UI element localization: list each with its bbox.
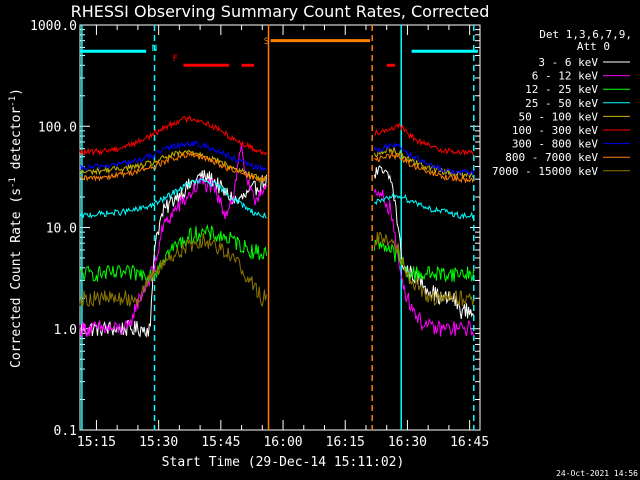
data-series [79,114,475,339]
series-line-800-7000-keV [79,150,475,184]
legend-label: 6 - 12 keV [532,70,599,83]
x-tick-label: 15:30 [139,435,178,450]
state-annotation: S [264,37,269,47]
legend-header-line: Att 0 [577,40,610,53]
series-line-25-50-keV [79,177,475,220]
y-axis-ticks: 0.1 1.0 10.0 100.0 1000.0 [30,19,480,439]
y-tick-label: 0.1 [54,424,77,439]
state-annotation: N [152,44,157,54]
legend-label: 25 - 50 keV [525,97,598,110]
plot-frame [79,24,481,431]
y-axis-label-end: ) [9,88,24,96]
y-axis-label-sup2: -1 [8,96,18,107]
series-line-7000-15000-keV [79,232,475,308]
series-line-50-100-keV [79,146,475,183]
x-tick-label: 15:15 [77,435,116,450]
y-axis-label: Corrected Count Rate (s-1 detector-1) [8,88,24,368]
series-line-6-12-keV [79,143,475,337]
series-line-100-300-keV [79,114,474,157]
x-tick-label: 16:45 [450,435,489,450]
legend-label: 100 - 300 keV [512,124,598,137]
x-tick-label: 16:00 [263,435,302,450]
x-axis-ticks: 15:15 15:30 15:45 16:00 16:15 16:30 16:45 [77,25,489,450]
x-axis-label: Start Time (29-Dec-14 15:11:02) [162,455,405,470]
state-annotation: F [173,54,178,64]
legend-label: 300 - 800 keV [512,138,598,151]
x-tick-label: 15:45 [201,435,240,450]
series-line-12-25-keV [79,224,475,283]
legend-label: 3 - 6 keV [538,56,598,69]
x-tick-label: 16:30 [388,435,427,450]
generation-timestamp: 24-Oct-2021 14:56 [556,469,638,478]
legend-label: 50 - 100 keV [519,110,599,123]
y-tick-label: 1.0 [54,323,77,338]
y-tick-label: 1000.0 [30,19,77,34]
y-axis-label-main: Corrected Count Rate (s [9,188,24,368]
y-axis-label-sup: -1 [8,177,18,188]
series-line-300-800-keV [79,140,475,177]
plot-border [79,24,481,431]
legend-label: 7000 - 15000 keV [492,165,598,178]
y-tick-label: 10.0 [46,222,77,237]
state-annotations: N F S [152,37,269,64]
legend-label: 12 - 25 keV [525,83,598,96]
chart-title: RHESSI Observing Summary Count Rates, Co… [71,2,490,21]
y-tick-label: 100.0 [38,120,77,135]
x-tick-label: 16:15 [326,435,365,450]
vertical-markers [81,25,475,430]
legend-label: 800 - 7000 keV [505,151,598,164]
legend-header-line: Det 1,3,6,7,9, [539,28,632,41]
y-axis-label-mid: detector [9,107,24,178]
state-bars [79,39,478,67]
